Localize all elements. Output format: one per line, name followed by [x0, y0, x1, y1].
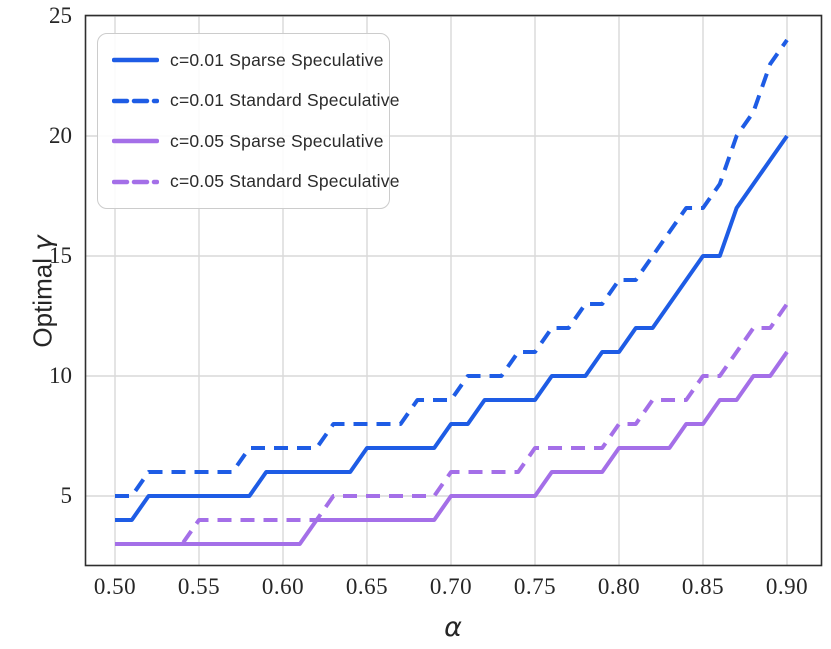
legend-item: c=0.01 Sparse Speculative [112, 50, 389, 71]
x-tick-label: 0.50 [93, 574, 137, 599]
y-tick-label: 5 [60, 483, 73, 508]
series-line-3 [115, 302, 789, 546]
legend: c=0.01 Sparse Speculative c=0.01 Standard… [97, 33, 399, 209]
legend-label: c=0.01 Standard Speculative [170, 90, 400, 111]
axes-box [84, 14, 823, 567]
legend-line-swatch [112, 58, 159, 63]
x-tick-label: 0.70 [429, 574, 473, 599]
series-line-2 [115, 350, 789, 546]
x-tick-label: 0.80 [597, 574, 641, 599]
x-tick-label: 0.90 [765, 574, 809, 599]
legend-line-swatch [112, 139, 159, 144]
legend-item: c=0.01 Standard Speculative [112, 90, 399, 111]
legend-line-swatch [112, 179, 159, 184]
series-line-0 [115, 134, 789, 522]
x-tick-label: 0.85 [681, 574, 725, 599]
x-tick-label: 0.75 [513, 574, 557, 599]
legend-label: c=0.05 Sparse Speculative [170, 130, 384, 151]
y-tick-label: 10 [49, 363, 72, 388]
y-tick-label: 20 [49, 123, 72, 148]
y-tick-label: 15 [49, 243, 72, 268]
x-axis-label: α [444, 612, 462, 643]
legend-item: c=0.05 Standard Speculative [112, 171, 399, 192]
y-axis-label: Optimal γ [28, 202, 59, 382]
x-tick-label: 0.65 [345, 574, 389, 599]
series-line-1 [115, 38, 789, 498]
legend-label: c=0.05 Standard Speculative [170, 171, 400, 192]
legend-line-swatch [112, 98, 159, 103]
legend-item: c=0.05 Sparse Speculative [112, 131, 389, 152]
x-tick-label: 0.60 [261, 574, 305, 599]
y-axis-label-text: Optimal [27, 258, 58, 348]
legend-label: c=0.01 Sparse Speculative [170, 49, 384, 70]
x-tick-label: 0.55 [177, 574, 221, 599]
y-tick-label: 25 [49, 3, 72, 28]
series-lines [115, 38, 789, 546]
